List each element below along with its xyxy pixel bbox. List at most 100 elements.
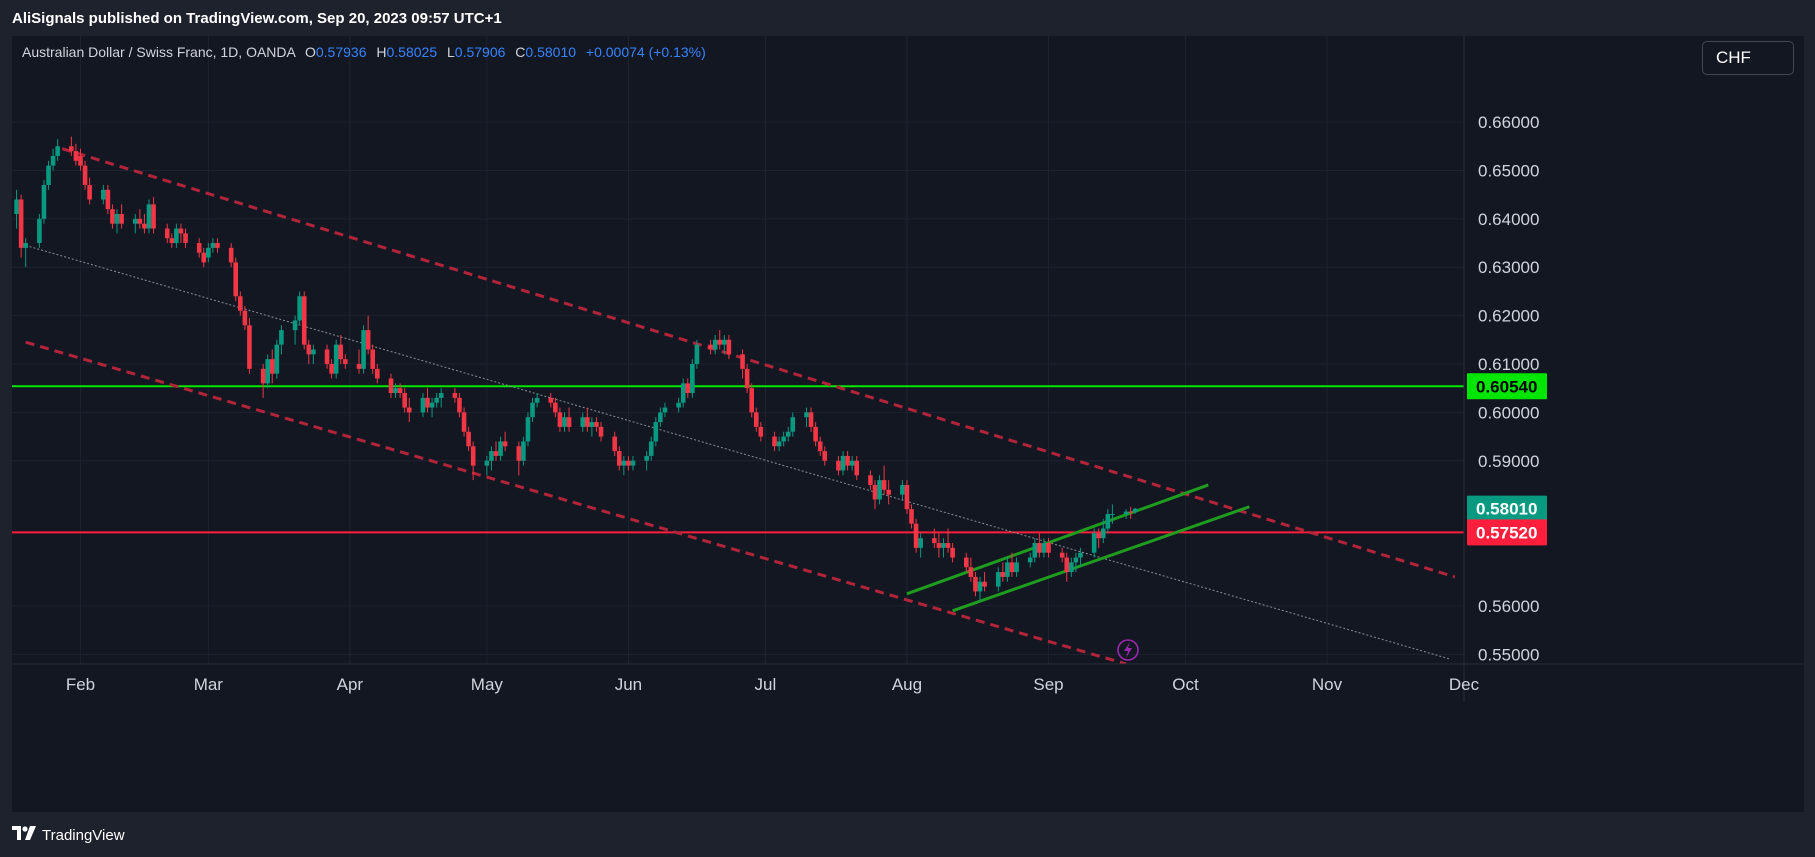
candle-body xyxy=(776,441,782,447)
time-tick-label: Sep xyxy=(1033,675,1063,694)
trendline xyxy=(25,244,1451,660)
candle-body xyxy=(1037,543,1042,553)
candle-body xyxy=(461,412,467,432)
candle-body xyxy=(722,339,727,345)
candle-body xyxy=(457,397,462,413)
candle-body xyxy=(932,538,937,544)
candle-body xyxy=(498,441,503,456)
price-tag-label: 0.60540 xyxy=(1476,377,1537,396)
bolt-icon[interactable] xyxy=(1117,639,1139,661)
candle-body xyxy=(1128,511,1133,513)
candle-body xyxy=(114,214,120,224)
candle-body xyxy=(881,480,887,490)
candle-body xyxy=(228,247,234,263)
candle-body xyxy=(886,489,891,495)
candle-body xyxy=(644,455,649,461)
candle-body xyxy=(269,359,275,374)
trendline xyxy=(906,483,1209,596)
candle-body xyxy=(119,214,124,224)
trendline xyxy=(952,505,1250,613)
symbol-title: Australian Dollar / Swiss Franc, 1D, OAN… xyxy=(22,44,296,60)
candle-body xyxy=(845,455,850,466)
candle-body xyxy=(306,344,312,355)
candle-body xyxy=(521,441,526,461)
candle-body xyxy=(174,228,179,244)
candle-body xyxy=(968,567,974,577)
candle-body xyxy=(169,238,175,244)
candle-body xyxy=(50,155,56,166)
candle-body xyxy=(301,296,307,345)
candle-body xyxy=(936,543,942,548)
candle-body xyxy=(1032,543,1038,558)
candle-body xyxy=(397,388,403,394)
candle-body xyxy=(55,146,60,156)
low-label: L xyxy=(447,44,455,60)
candle-body xyxy=(493,451,499,456)
price-axis[interactable]: 0.55000 0.56000 0.59000 0.60000 0.61000 0.620… xyxy=(1478,113,1539,664)
change-value: +0.00074 (+0.13%) xyxy=(585,44,706,60)
candle-body xyxy=(585,417,590,427)
candle-body xyxy=(164,228,170,239)
candle-body xyxy=(356,364,362,369)
brand[interactable]: TradingView xyxy=(12,826,125,844)
candle-body xyxy=(553,402,558,413)
time-tick-label: Jun xyxy=(615,675,642,694)
time-tick-label: Apr xyxy=(337,675,364,694)
candle-body xyxy=(758,426,764,437)
candle-body xyxy=(557,412,563,427)
candle-body xyxy=(361,330,366,369)
candle-body xyxy=(178,228,184,234)
candle-body xyxy=(562,417,567,427)
candle-body xyxy=(343,359,348,364)
price-tag-bg xyxy=(1467,373,1547,400)
candle-body xyxy=(685,383,691,394)
candle-body xyxy=(918,538,923,548)
price-tick-label: 0.66000 xyxy=(1478,113,1539,132)
candle-body xyxy=(260,368,266,384)
time-tick-label: May xyxy=(471,675,504,694)
candle-body xyxy=(950,547,955,558)
candle-body xyxy=(977,581,983,592)
candle-body xyxy=(648,441,654,456)
brand-name: TradingView xyxy=(42,826,125,844)
time-tick-label: Jul xyxy=(755,675,777,694)
candle-body xyxy=(836,460,841,471)
time-axis[interactable]: Feb Mar Apr May Jun Jul Aug Sep Oct Nov Dec xyxy=(66,675,1480,694)
candle-body xyxy=(1009,562,1015,573)
candle-body xyxy=(781,436,786,442)
candle-body xyxy=(265,359,270,384)
candle-body xyxy=(694,344,700,364)
candle-body xyxy=(854,460,860,476)
candle-body xyxy=(206,247,211,258)
candle-body xyxy=(822,451,828,461)
candle-body xyxy=(370,349,376,369)
candle-body xyxy=(1096,533,1102,539)
candle-body xyxy=(233,262,239,297)
currency-button[interactable]: CHF xyxy=(1702,41,1794,75)
candle-body xyxy=(41,184,47,219)
candle-body xyxy=(333,344,339,374)
candle-body xyxy=(626,460,631,466)
candle-body xyxy=(420,397,426,413)
candle-body xyxy=(393,388,398,394)
candle-body xyxy=(434,397,439,403)
candle-body xyxy=(1059,552,1065,558)
candle-body xyxy=(82,165,88,185)
candle-body xyxy=(813,426,818,442)
candle-body xyxy=(329,364,334,374)
candle-body xyxy=(1091,533,1097,553)
candle-body xyxy=(594,422,599,427)
candles xyxy=(14,136,1138,602)
candle-body xyxy=(14,199,19,214)
candle-body xyxy=(662,407,668,413)
candle-body xyxy=(1046,543,1051,553)
candle-body xyxy=(580,417,586,427)
candle-body xyxy=(1105,514,1111,529)
low-value: 0.57906 xyxy=(454,44,506,60)
candle-body xyxy=(877,480,882,500)
price-tag-label: 0.58010 xyxy=(1476,500,1537,519)
chart-frame[interactable] xyxy=(12,36,1804,812)
candle-body xyxy=(1027,557,1033,563)
candle-body xyxy=(452,393,458,398)
